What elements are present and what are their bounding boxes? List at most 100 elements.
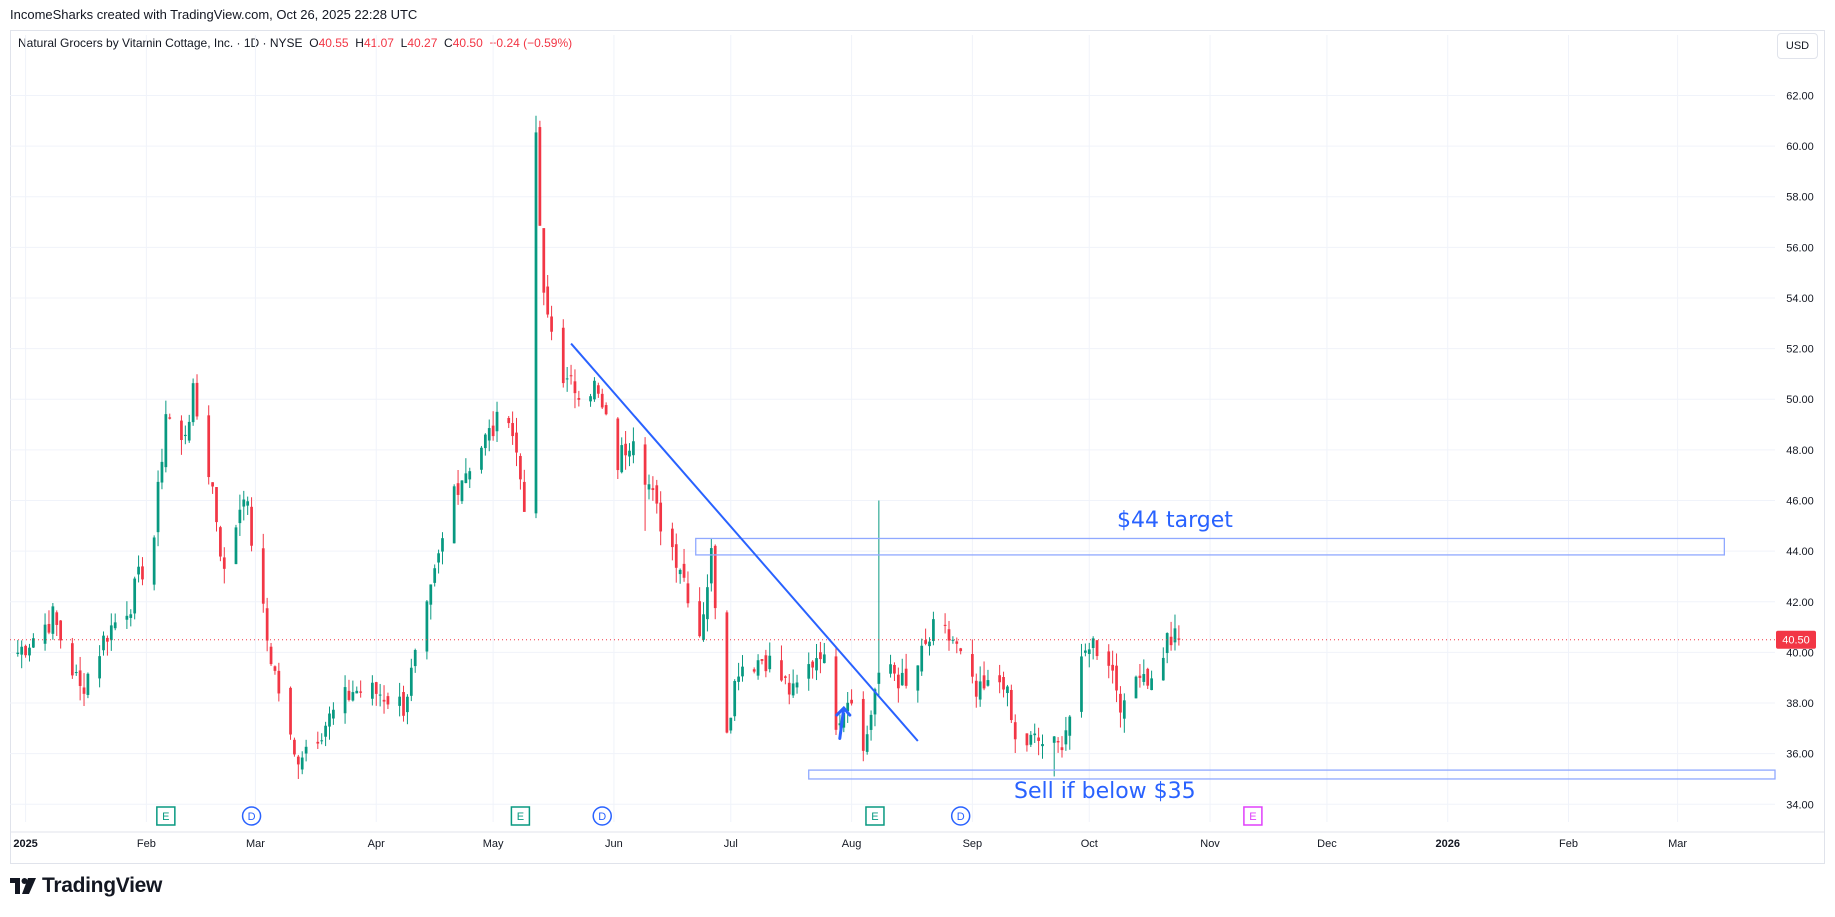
- candle-body: [98, 656, 101, 679]
- candle-body: [137, 566, 140, 575]
- candle-body: [441, 538, 444, 552]
- close-label: C: [444, 36, 453, 50]
- candle-body: [219, 527, 222, 557]
- candle-body: [343, 687, 347, 714]
- candle-body: [296, 756, 300, 765]
- candle-body: [437, 553, 440, 563]
- candle-body: [659, 502, 663, 532]
- high-value: 41.07: [363, 36, 394, 50]
- candle-body: [807, 664, 811, 679]
- candle-body: [706, 587, 709, 620]
- candle-body: [1084, 650, 1087, 653]
- earnings-marker-label: E: [871, 811, 878, 823]
- candle-body: [211, 482, 214, 487]
- candle-body: [332, 709, 335, 719]
- candle-body: [846, 702, 850, 712]
- candle-body: [604, 405, 608, 415]
- candle-body: [460, 480, 464, 502]
- annotation-text: Sell if below $35: [1014, 779, 1196, 804]
- candle-body: [277, 670, 281, 694]
- candle-body: [819, 652, 822, 660]
- candle-body: [180, 420, 183, 441]
- candle-body: [1013, 722, 1017, 740]
- candle-body: [678, 569, 682, 575]
- candle-body: [889, 664, 892, 674]
- candle-body: [1006, 686, 1009, 694]
- candle-body: [651, 488, 655, 491]
- candle-body: [1173, 628, 1177, 643]
- candle-body: [780, 660, 783, 681]
- candle-body: [1029, 734, 1033, 745]
- x-tick-label: May: [483, 838, 504, 850]
- x-tick-label: Aug: [842, 838, 862, 850]
- earnings-marker: [1243, 806, 1263, 826]
- candle-body: [834, 656, 838, 730]
- candle-body: [873, 689, 877, 715]
- candle-body: [1095, 640, 1099, 657]
- candle-body: [207, 415, 211, 478]
- symbol-legend[interactable]: Natural Grocers by Vitamin Cottage, Inc.…: [18, 36, 572, 50]
- candle-body: [374, 682, 378, 694]
- candle-body: [764, 655, 768, 672]
- candle-body: [546, 286, 550, 315]
- candle-body: [265, 608, 269, 641]
- candle-body: [519, 455, 522, 480]
- candle-body: [1146, 668, 1150, 686]
- tradingview-logo-icon: [10, 878, 36, 894]
- candle-body: [998, 675, 1002, 683]
- candle-body: [920, 645, 924, 672]
- chart-credit: IncomeSharks created with TradingView.co…: [10, 7, 418, 22]
- candle-body: [273, 666, 277, 671]
- candle-body: [55, 612, 59, 625]
- candle-body: [1161, 657, 1165, 681]
- candle-body: [971, 654, 974, 677]
- trendline: [570, 342, 919, 742]
- tradingview-logo[interactable]: TradingView: [10, 874, 162, 898]
- candle-body: [928, 641, 931, 647]
- candle-body: [522, 481, 526, 512]
- candle-body: [1068, 716, 1072, 736]
- candle-body: [1087, 649, 1091, 654]
- candle-body: [487, 428, 491, 441]
- candle-body: [106, 637, 109, 642]
- x-tick-label: Dec: [1317, 838, 1337, 850]
- candle-body: [293, 739, 296, 755]
- candle-body: [924, 640, 927, 644]
- candle-body: [1025, 733, 1029, 746]
- earnings-marker: [865, 806, 885, 826]
- currency-button[interactable]: USD: [1777, 33, 1818, 59]
- candle-body: [538, 127, 542, 226]
- candle-body: [768, 655, 772, 670]
- candle-body: [351, 692, 355, 701]
- candle-body: [183, 434, 187, 437]
- candle-body: [51, 606, 55, 634]
- y-tick-label: 52.00: [1786, 344, 1814, 356]
- candle-body: [861, 698, 865, 751]
- candle-body: [398, 696, 401, 706]
- candle-body: [616, 418, 620, 471]
- candle-body: [624, 443, 627, 456]
- candle-body: [1138, 675, 1142, 678]
- x-tick-label: Mar: [1668, 838, 1687, 850]
- candle-body: [316, 741, 320, 744]
- candle-body: [783, 676, 787, 678]
- candle-body: [74, 672, 78, 674]
- candle-body: [187, 421, 191, 441]
- candle-body: [304, 746, 308, 754]
- candle-body: [47, 623, 51, 633]
- candle-body: [483, 434, 487, 449]
- candle-body: [573, 381, 577, 394]
- dividend-marker-label: D: [957, 811, 965, 823]
- candle-body: [904, 668, 908, 686]
- candle-body: [141, 566, 144, 580]
- candle-body: [378, 694, 382, 696]
- candle-body: [729, 717, 733, 731]
- x-tick-label: Apr: [368, 838, 385, 850]
- candle-body: [752, 669, 756, 672]
- candle-body: [741, 666, 744, 677]
- candle-body: [1091, 638, 1095, 648]
- candle-body: [370, 682, 374, 699]
- last-price-label: 40.50: [1782, 635, 1810, 647]
- candle-body: [250, 506, 253, 546]
